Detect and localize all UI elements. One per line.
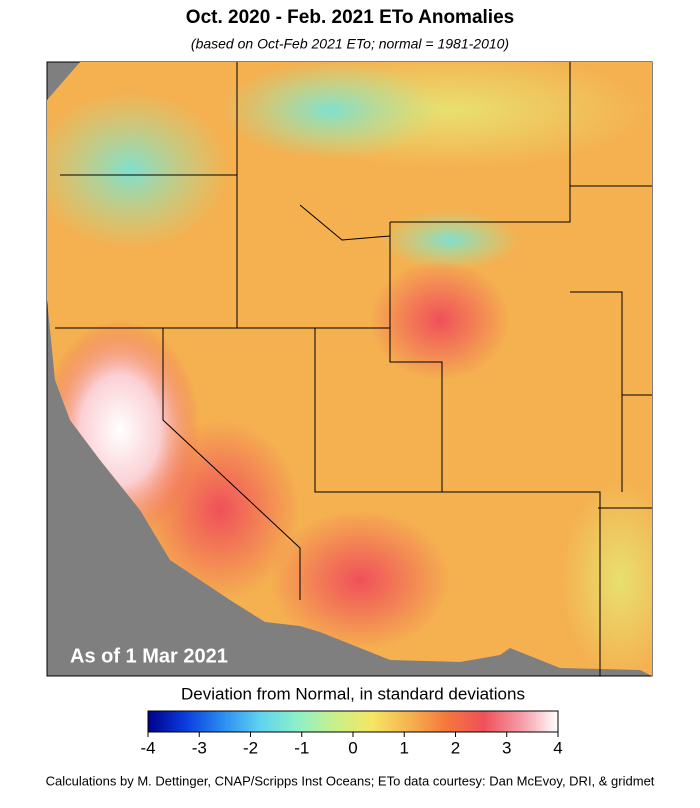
title: Oct. 2020 - Feb. 2021 ETo Anomalies — [186, 7, 514, 28]
footer: Calculations by M. Dettinger, CNAP/Scrip… — [46, 773, 655, 788]
state-borders — [55, 62, 652, 676]
colorbar-ticks: -4 -3 -2 -1 0 1 2 3 4 — [140, 732, 563, 757]
tick-label: 4 — [553, 738, 562, 757]
tick-label: -1 — [294, 738, 309, 757]
colorbar-label: Deviation from Normal, in standard devia… — [181, 684, 525, 703]
tick-label: 3 — [502, 738, 511, 757]
tick-label: -2 — [243, 738, 258, 757]
tick-label: 2 — [451, 738, 460, 757]
tick-label: 0 — [348, 738, 357, 757]
date-stamp: As of 1 Mar 2021 — [70, 645, 228, 667]
tick-label: -4 — [140, 738, 155, 757]
tick-label: 1 — [400, 738, 409, 757]
colorbar — [147, 710, 559, 733]
tick-label: -3 — [192, 738, 207, 757]
subtitle: (based on Oct-Feb 2021 ETo; normal = 198… — [191, 36, 509, 52]
map: As of 1 Mar 2021 — [46, 61, 653, 677]
